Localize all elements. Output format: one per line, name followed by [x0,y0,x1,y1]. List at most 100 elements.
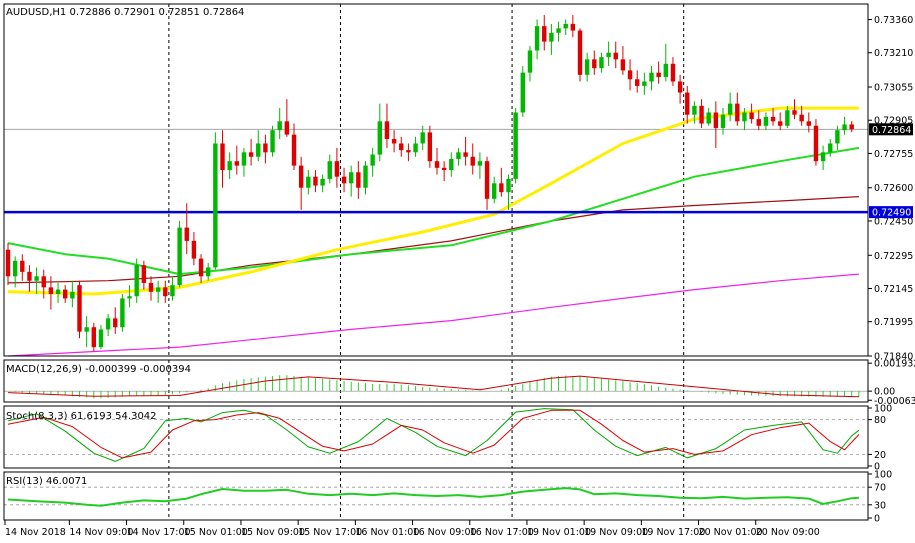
candle-body [606,52,611,58]
rsi-axis-tick-label: 100 [874,470,892,481]
candle-body [27,271,32,281]
candle-body [370,154,375,166]
time-tick-label: 19 Nov 17:00 [641,527,705,538]
candle-body [663,63,668,78]
candle-body [813,125,819,162]
candle-body [649,72,654,82]
candle-body [213,143,218,268]
candle-body [570,23,576,31]
time-tick-label: 14 Nov 2018 [5,527,66,538]
candle-body [749,112,754,120]
rsi-panel[interactable] [4,486,868,507]
time-tick-label: 20 Nov 01:00 [699,527,763,538]
macd-axis-tick-label: -0.00063 [874,396,915,407]
price-axis-tick-label: 0.72905 [874,116,913,127]
candle-body [806,121,811,126]
candle-body [105,318,111,330]
rsi-line [7,487,859,507]
candle-body [470,156,475,166]
candle-body [427,132,433,162]
candle-body [456,152,461,159]
candle-body [306,176,311,188]
candle-body [828,143,833,153]
candle-body [327,161,332,179]
candle-body [449,158,454,171]
time-tick-label: 16 Nov 09:00 [413,527,477,538]
candle-body [177,227,182,286]
candle-body [620,59,626,71]
price-axis-tick-label: 0.73210 [874,48,913,59]
time-tick-label: 15 Nov 17:00 [298,527,362,538]
candle-body [742,112,747,122]
macd-axis-tick-label: 0.00 [874,387,895,398]
candle-body [556,28,561,33]
macd-signal-line [7,375,859,398]
stoch-axis-tick-label: 20 [874,450,886,461]
candle-body [248,152,254,157]
candle-body [341,176,347,184]
time-tick-label: 14 Nov 17:00 [127,527,191,538]
candle-body [320,178,325,186]
panel-frame-3 [3,471,869,521]
candle-body [227,161,232,171]
candle-body [835,130,840,144]
candle-body [534,26,540,51]
candle-body [220,143,225,171]
time-tick-label: 16 Nov 17:00 [470,527,534,538]
stochastic-panel[interactable] [4,408,868,462]
candle-body [313,176,318,186]
candle-body [434,161,440,168]
price-axis-tick-label: 0.73360 [874,15,913,26]
candle-body [484,161,490,199]
candle-body [727,103,733,115]
candle-body [542,26,547,42]
candle-body [77,285,82,332]
candle-body [34,276,39,281]
candle-body [720,114,726,128]
candle-body [170,285,175,297]
stoch-signal-line [7,409,860,459]
candle-body [284,121,290,135]
stoch-axis-tick-label: 80 [874,415,886,426]
candle-body [298,165,304,188]
price-panel[interactable] [4,15,868,357]
candle-body [677,81,683,93]
rsi-axis-tick-label: 70 [874,483,886,494]
candle-body [599,57,604,69]
candle-body [377,121,382,155]
current-price-label: 0.72864 [872,125,911,136]
time-tick-label: 19 Nov 01:00 [527,527,591,538]
price-axis-tick-label: 0.71995 [874,317,913,328]
macd-panel[interactable] [4,375,868,399]
candle-body [842,124,847,131]
candle-body [206,267,211,277]
candle-body [120,298,125,328]
candle-body [420,132,425,144]
candle-body [234,161,239,166]
support-price-box [869,206,913,219]
candle-body [799,114,804,122]
time-tick-label: 16 Nov 01:00 [355,527,419,538]
candle-body [263,143,268,153]
panel-frame-2 [3,405,869,469]
panel-frame-0 [3,3,869,357]
candle-body [735,103,740,122]
candle-body [492,183,497,199]
macd-title: MACD(12,26,9) -0.000399 -0.000394 [6,364,191,375]
candle-body [98,329,104,348]
candle-body [656,72,661,78]
candle-body [163,287,168,297]
time-tick-label: 15 Nov 09:00 [241,527,305,538]
candle-body [113,318,118,328]
candle-body [770,116,776,122]
candle-body [763,116,769,126]
candle-body [184,227,189,241]
candle-body [349,172,354,184]
candle-body [642,81,647,86]
candle-body [399,143,404,151]
candle-body [756,119,761,126]
price-axis-tick-label: 0.72145 [874,284,913,295]
candle-body [778,121,783,126]
